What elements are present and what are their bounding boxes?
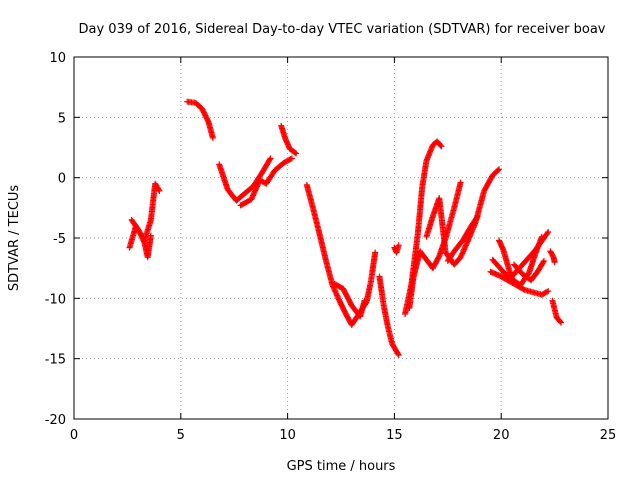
- x-tick-label: 20: [493, 428, 510, 443]
- x-tick-label: 5: [177, 428, 185, 443]
- series-track-f: [278, 122, 300, 157]
- y-tick-label: 10: [49, 51, 66, 66]
- chart-title: Day 039 of 2016, Sidereal Day-to-day VTE…: [79, 22, 606, 37]
- y-tick-label: -20: [45, 413, 66, 428]
- plot-frame: [73, 56, 609, 420]
- series-track-b: [128, 180, 163, 244]
- data-point: [395, 352, 402, 359]
- y-axis-label: SDTVAR / TECUs: [7, 185, 22, 292]
- data-point: [551, 259, 558, 266]
- series-track-t: [549, 297, 565, 326]
- data-point: [209, 134, 216, 141]
- data-point: [361, 297, 368, 304]
- data-point: [494, 167, 501, 174]
- series-track-s: [547, 248, 558, 266]
- data-point: [543, 288, 550, 295]
- data-point: [520, 286, 527, 293]
- y-tick-label: -5: [53, 232, 66, 247]
- y-tick-label: 0: [58, 172, 66, 187]
- data-point: [147, 232, 154, 239]
- data-point: [267, 155, 274, 162]
- data-point: [473, 214, 480, 221]
- series-track-n: [444, 213, 481, 264]
- x-axis-label: GPS time / hours: [287, 459, 396, 474]
- x-tick-label: 0: [70, 428, 78, 443]
- data-point: [288, 155, 295, 162]
- series-track-m: [423, 166, 503, 268]
- x-tick-label: 10: [279, 428, 296, 443]
- data-point: [156, 187, 163, 194]
- series-track-l: [406, 179, 464, 311]
- data-point: [155, 186, 162, 193]
- series-track-e: [237, 155, 295, 209]
- data-point: [544, 230, 551, 237]
- series-track-g: [303, 181, 379, 328]
- data-point: [496, 166, 503, 173]
- series-track-q: [496, 233, 545, 289]
- data-point: [545, 288, 552, 295]
- data-point: [540, 257, 547, 264]
- series-track-h: [331, 280, 368, 320]
- data-point: [558, 319, 565, 326]
- data-point: [557, 318, 564, 325]
- data-point: [292, 149, 299, 156]
- data-point: [457, 179, 464, 186]
- series-track-k: [402, 138, 445, 318]
- data-point: [545, 228, 552, 235]
- y-tick-label: -10: [45, 292, 66, 307]
- grid-layer: [74, 57, 608, 419]
- data-point: [372, 249, 379, 256]
- series-track-r: [511, 257, 547, 284]
- data-point: [438, 143, 445, 150]
- data-point: [293, 150, 300, 157]
- data-point: [287, 156, 294, 163]
- data-point: [474, 213, 481, 220]
- data-point: [266, 156, 273, 163]
- x-tick-label: 25: [600, 428, 617, 443]
- y-tick-label: 5: [58, 111, 66, 126]
- data-point: [538, 233, 545, 240]
- series-track-c: [184, 98, 216, 141]
- data-point: [540, 259, 547, 266]
- data-point: [394, 350, 401, 357]
- data-layer: [126, 98, 565, 359]
- y-tick-label: -15: [45, 353, 66, 368]
- x-tick-label: 15: [386, 428, 403, 443]
- series-track-i: [376, 273, 402, 359]
- series-track-d: [216, 155, 274, 204]
- data-point: [437, 142, 444, 149]
- series-track-j: [391, 242, 402, 256]
- data-point: [395, 242, 402, 249]
